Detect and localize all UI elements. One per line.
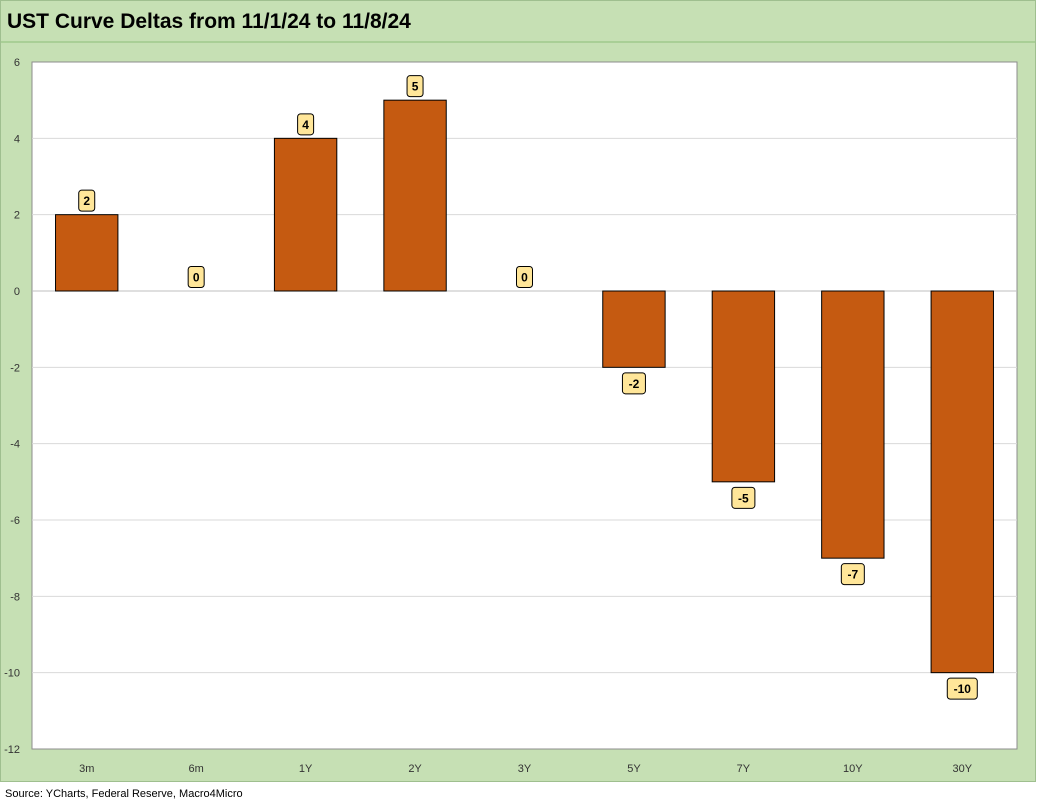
bar-30y: [930, 290, 994, 674]
data-label-box: [946, 677, 978, 700]
data-label-30y: -10: [946, 677, 978, 700]
data-label-box: [516, 266, 533, 288]
x-category-label: 5Y: [627, 763, 641, 775]
title-bar: UST Curve Deltas from 11/1/24 to 11/8/24: [1, 1, 1035, 43]
x-category-label: 1Y: [299, 763, 313, 775]
x-category-label: 7Y: [737, 763, 751, 775]
bar-7y: [711, 290, 776, 483]
data-label-box: [297, 113, 315, 136]
chart-title: UST Curve Deltas from 11/1/24 to 11/8/24: [7, 10, 411, 33]
y-tick-label: -12: [4, 744, 20, 756]
y-tick-label: -8: [10, 591, 20, 603]
data-label-text: 0: [521, 271, 528, 285]
data-labels: 2 0 4 5 0 -2 -5 -7 -10: [78, 75, 978, 700]
y-tick-label: -6: [10, 515, 20, 527]
x-category-label: 2Y: [408, 763, 422, 775]
x-category-label: 10Y: [843, 763, 863, 775]
data-label-text: 4: [302, 118, 309, 132]
y-tick-label: -4: [10, 439, 20, 451]
data-label-text: 5: [412, 80, 419, 94]
data-label-text: -2: [629, 377, 640, 391]
y-tick-label: 0: [14, 286, 20, 298]
data-label-10y: -7: [840, 563, 865, 586]
data-label-box: [187, 266, 205, 288]
data-label-box: [78, 189, 96, 212]
data-label-6m: 0: [187, 266, 205, 288]
y-tick-label: -2: [10, 362, 20, 374]
bar-10y: [821, 290, 885, 559]
x-category-label: 3m: [79, 763, 94, 775]
data-label-7y: -5: [731, 486, 756, 509]
data-label-5y: -2: [621, 372, 646, 395]
data-label-3m: 2: [78, 189, 96, 212]
x-axis: 3m 6m 1Y 2Y 3Y 5Y 7Y 10Y 30Y: [79, 763, 973, 775]
data-label-box: [406, 75, 424, 98]
data-label-text: 2: [83, 194, 90, 208]
x-category-label: 6m: [189, 763, 204, 775]
y-tick-label: 6: [14, 57, 20, 69]
y-tick-label: 4: [14, 133, 20, 145]
x-category-label: 3Y: [518, 763, 532, 775]
data-label-text: 0: [193, 271, 200, 285]
y-tick-label: 2: [14, 210, 20, 222]
bar-3m: [55, 214, 119, 292]
data-label-1y: 4: [297, 113, 315, 136]
data-label-text: -5: [738, 491, 749, 505]
source-note: Source: YCharts, Federal Reserve, Macro4…: [5, 788, 243, 800]
y-tick-label: -10: [4, 668, 20, 680]
bar-5y: [602, 290, 666, 368]
data-label-box: [840, 563, 865, 586]
bar-1y: [273, 137, 338, 292]
data-label-3y: 0: [516, 266, 533, 288]
bar-2y: [383, 99, 447, 292]
y-axis: 6 4 2 0 -2 -4 -6 -8 -10 -12: [4, 57, 20, 756]
x-category-label: 30Y: [952, 763, 972, 775]
data-label-box: [621, 372, 646, 395]
data-label-text: -10: [954, 682, 972, 696]
bars: [55, 99, 994, 674]
data-label-box: [731, 486, 756, 509]
data-label-text: -7: [847, 568, 858, 582]
data-label-2y: 5: [406, 75, 424, 98]
